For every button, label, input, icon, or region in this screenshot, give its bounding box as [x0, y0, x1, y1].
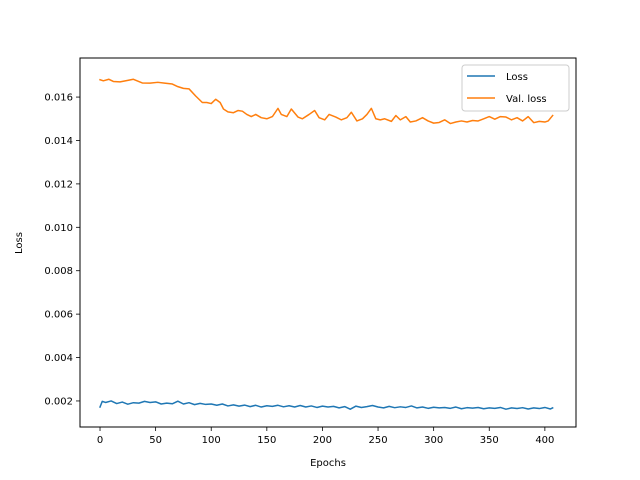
- x-tick-label: 400: [535, 435, 554, 446]
- x-axis-label: Epochs: [310, 458, 346, 469]
- y-axis-label: Loss: [14, 232, 25, 254]
- legend-label-val-loss: Val. loss: [506, 94, 547, 105]
- x-tick-label: 200: [313, 435, 332, 446]
- y-axis-ticks: 0.002 0.004 0.006 0.008 0.010 0.012 0.014 0.016: [44, 93, 80, 407]
- y-tick-label: 0.002: [44, 396, 73, 407]
- x-tick-label: 100: [202, 435, 221, 446]
- x-tick-label: 50: [149, 435, 162, 446]
- x-tick-label: 300: [424, 435, 443, 446]
- y-tick-label: 0.004: [44, 353, 73, 364]
- series-line-loss: [99, 400, 554, 410]
- plot-frame: [79, 57, 577, 428]
- x-tick-label: 250: [368, 435, 387, 446]
- legend-label-loss: Loss: [506, 72, 528, 83]
- legend: Loss Val. loss: [461, 64, 570, 112]
- y-tick-label: 0.008: [44, 266, 73, 277]
- x-tick-label: 0: [97, 435, 103, 446]
- y-tick-label: 0.014: [44, 136, 73, 147]
- x-tick-label: 350: [480, 435, 499, 446]
- series-line-val-loss: [99, 78, 554, 125]
- y-tick-label: 0.006: [44, 310, 73, 321]
- x-tick-label: 150: [257, 435, 276, 446]
- y-tick-label: 0.016: [44, 93, 73, 104]
- x-axis-ticks: 0 50 100 150 200 250 300 350 400: [97, 427, 554, 446]
- series-layer: [99, 78, 554, 410]
- y-tick-label: 0.010: [44, 223, 73, 234]
- y-tick-label: 0.012: [44, 179, 73, 190]
